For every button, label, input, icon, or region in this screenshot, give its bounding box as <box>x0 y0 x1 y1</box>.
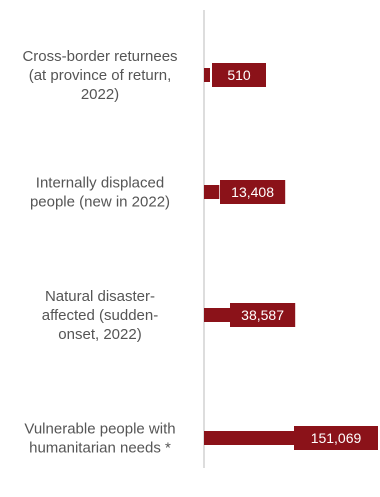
category-label-line: humanitarian needs * <box>29 440 171 457</box>
bar-1 <box>220 180 286 204</box>
value-label-0: 510 <box>227 67 251 83</box>
category-label-line: people (new in 2022) <box>30 194 170 211</box>
value-label-1: 13,408 <box>231 184 274 200</box>
value-label-3: 151,069 <box>311 430 362 446</box>
category-label-line: Natural disaster- <box>45 288 155 305</box>
category-label-line: Cross-border returnees <box>22 48 177 65</box>
bar-3 <box>294 426 378 450</box>
bars-group: 510 13,408 38,587 151,069 <box>204 63 378 450</box>
category-label-0: Cross-border returnees (at province of re… <box>22 48 177 103</box>
bar-2 <box>230 303 296 327</box>
category-labels-group: Cross-border returnees (at province of re… <box>22 48 177 457</box>
category-label-line: Internally displaced <box>36 175 164 192</box>
category-label-line: 2022) <box>81 86 119 103</box>
category-label-1: Internally displaced people (new in 2022) <box>30 175 170 211</box>
category-label-line: onset, 2022) <box>58 326 141 343</box>
bar-base-0 <box>204 68 210 82</box>
category-label-line: Vulnerable people with <box>24 421 175 438</box>
category-label-line: (at province of return, <box>29 67 172 84</box>
category-label-2: Natural disaster-affected (sudden-onset,… <box>42 288 158 343</box>
category-label-line: affected (sudden- <box>42 307 158 324</box>
bar-base-1 <box>204 185 220 199</box>
bar-0 <box>212 63 266 87</box>
category-label-3: Vulnerable people with humanitarian needs… <box>24 421 175 457</box>
value-label-2: 38,587 <box>241 307 284 323</box>
